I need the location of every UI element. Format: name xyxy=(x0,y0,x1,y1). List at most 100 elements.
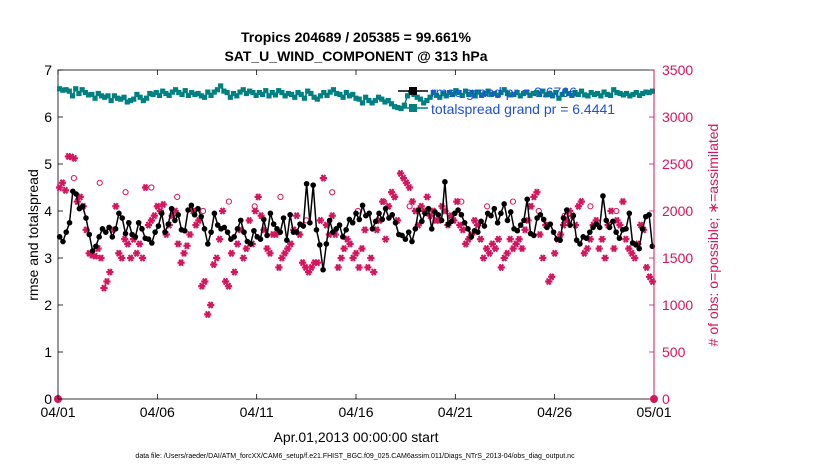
totalspread-point xyxy=(237,89,243,95)
totalspread-point xyxy=(359,100,366,106)
rmse-point xyxy=(567,222,573,228)
totalspread-point xyxy=(572,89,578,96)
rmse-point xyxy=(155,223,162,229)
totalspread-point xyxy=(169,89,175,95)
totalspread-point xyxy=(604,91,610,98)
totalspread-point xyxy=(79,87,85,93)
obs-assimilated-stroke xyxy=(617,221,623,229)
totalspread-point xyxy=(60,87,66,93)
obs-assimilated-stroke xyxy=(178,259,184,267)
obs-assimilated-stroke xyxy=(59,179,66,187)
obs-assimilated-point xyxy=(364,263,372,272)
totalspread-point xyxy=(115,95,121,101)
rmse-point xyxy=(570,212,577,219)
rmse-point xyxy=(563,207,570,213)
obs-assimilated-point xyxy=(186,230,194,239)
obs-assimilated-point xyxy=(76,193,84,201)
x-tick-label: 04/16 xyxy=(338,404,373,420)
totalspread-point xyxy=(195,90,201,97)
rmse-point xyxy=(83,215,89,221)
y-right-tick-label: 1000 xyxy=(662,297,693,313)
obs-assimilated-point xyxy=(453,197,461,206)
totalspread-point xyxy=(98,93,105,99)
obs-assimilated-stroke xyxy=(118,254,125,262)
totalspread-point xyxy=(143,95,150,101)
totalspread-point xyxy=(582,92,588,98)
rmse-point xyxy=(340,234,346,240)
y-axis-left-label: rmse and totalspread xyxy=(25,169,41,301)
totalspread-point xyxy=(450,91,456,98)
totalspread-point xyxy=(189,89,195,96)
rmse-point xyxy=(507,209,514,215)
rmse-point xyxy=(596,224,603,231)
obs-assimilated-stroke xyxy=(528,202,534,210)
totalspread-point xyxy=(334,90,340,97)
rmse-point xyxy=(102,229,109,235)
totalspread-point xyxy=(614,89,620,96)
obs-assimilated-stroke xyxy=(400,174,407,182)
obs-assimilated-stroke xyxy=(213,254,220,262)
y-right-tick-label: 3500 xyxy=(662,62,693,78)
obs-assimilated-stroke xyxy=(626,244,632,253)
obs-assimilated-stroke xyxy=(116,249,122,257)
rmse-point xyxy=(284,237,290,243)
obs-assimilated-stroke xyxy=(252,207,258,215)
rmse-point xyxy=(293,229,300,235)
y-right-tick-label: 1500 xyxy=(662,250,693,266)
obs-assimilated-stroke xyxy=(522,226,528,234)
totalspread-point xyxy=(569,92,575,98)
obs-assimilated-stroke xyxy=(228,249,235,257)
totalspread-point xyxy=(643,89,649,95)
totalspread-point xyxy=(591,91,597,98)
totalspread-point xyxy=(366,97,372,104)
totalspread-point xyxy=(86,92,92,98)
totalspread-point xyxy=(340,94,346,100)
rmse-point xyxy=(461,219,468,226)
totalspread-point xyxy=(424,97,430,104)
totalspread-point xyxy=(459,92,465,98)
rmse-point xyxy=(448,218,455,225)
rmse-point xyxy=(366,210,372,217)
rmse-point xyxy=(560,215,567,221)
totalspread-point xyxy=(256,89,262,96)
rmse-point xyxy=(616,235,623,242)
obs-assimilated-point xyxy=(138,254,147,262)
totalspread-point xyxy=(337,91,343,98)
totalspread-point xyxy=(298,91,304,98)
obs-assimilated-point xyxy=(216,235,224,243)
rmse-point xyxy=(336,222,343,228)
totalspread-point xyxy=(285,90,291,97)
rmse-point xyxy=(475,229,481,235)
obs-assimilated-point xyxy=(340,244,348,253)
totalspread-point xyxy=(327,89,333,95)
obs-assimilated-stroke xyxy=(139,254,146,262)
rmse-point xyxy=(89,248,96,254)
obs-assimilated-stroke xyxy=(160,200,167,209)
totalspread-point xyxy=(611,87,617,93)
rmse-point xyxy=(303,180,310,187)
totalspread-point xyxy=(585,93,591,99)
obs-assimilated-stroke xyxy=(151,212,158,220)
totalspread-point xyxy=(498,89,504,96)
totalspread-point xyxy=(153,89,159,96)
totalspread-point xyxy=(649,88,655,94)
obs-assimilated-stroke xyxy=(578,197,585,206)
obs-assimilated-point xyxy=(337,254,345,262)
obs-assimilated-stroke xyxy=(184,242,190,250)
obs-assimilated-point xyxy=(423,193,431,201)
rmse-point xyxy=(66,219,73,226)
obs-assimilated-stroke xyxy=(637,221,644,229)
rmse-point xyxy=(382,205,389,212)
obs-assimilated-point xyxy=(577,197,585,206)
obs-assimilated-stroke xyxy=(471,216,478,225)
obs-assimilated-stroke xyxy=(608,207,614,215)
obs-possible-point xyxy=(96,179,103,186)
obs-assimilated-point xyxy=(177,259,185,267)
totalspread-point xyxy=(89,91,95,98)
obs-assimilated-stroke xyxy=(202,277,208,286)
obs-assimilated-point xyxy=(224,282,233,290)
obs-assimilated-point xyxy=(242,244,250,253)
obs-assimilated-stroke xyxy=(356,263,362,272)
obs-assimilated-point xyxy=(583,244,591,253)
obs-assimilated-stroke xyxy=(329,212,336,220)
